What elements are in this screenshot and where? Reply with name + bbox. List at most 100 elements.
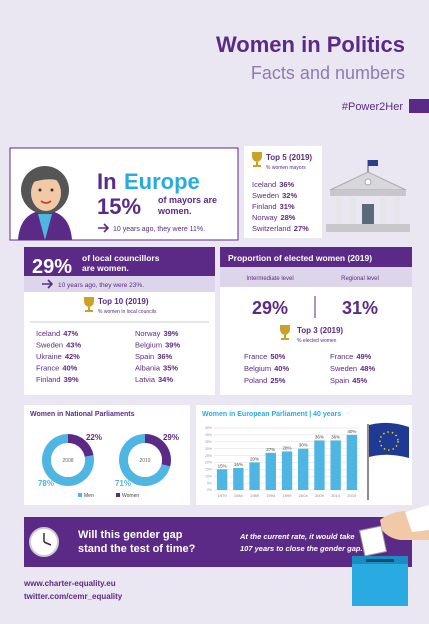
- x-tick-label: 1989: [250, 493, 260, 498]
- chart-title: Women in National Parliaments: [30, 411, 135, 418]
- value: 43%: [66, 341, 81, 350]
- councillors-note-band: [24, 276, 215, 292]
- value-label: 40%: [347, 429, 356, 434]
- y-tick-label: 15%: [205, 468, 212, 472]
- country: Sweden: [252, 191, 279, 200]
- arrow: [42, 279, 54, 289]
- label: women.: [157, 206, 192, 216]
- top10-item: Belgium 39%: [135, 341, 180, 350]
- top5-item: Finland 31%: [252, 202, 295, 211]
- donut-hole: [51, 443, 85, 477]
- top10-item: Spain 36%: [135, 352, 173, 361]
- country: Iceland: [252, 180, 276, 189]
- value: 45%: [352, 376, 367, 385]
- top3-subtitle: % elected women: [297, 338, 337, 344]
- elected-level-band: [220, 267, 412, 287]
- ballot-box-illustration: [352, 505, 429, 606]
- trophy: [84, 297, 94, 312]
- x-tick-label: 2019: [347, 493, 357, 498]
- building-illustration: [326, 160, 410, 232]
- value-label: 16%: [234, 462, 243, 467]
- value-label: 28%: [282, 445, 291, 450]
- top3-item: Spain 45%: [330, 376, 368, 385]
- question: Will this gender gap: [78, 529, 183, 541]
- donut-hole: [128, 443, 162, 477]
- top5-item: Norway 28%: [252, 213, 296, 222]
- country: Latvia: [135, 375, 156, 384]
- value: 39%: [64, 375, 79, 384]
- x-tick-label: 2009: [315, 493, 325, 498]
- value: 50%: [270, 352, 285, 361]
- country: Norway: [135, 329, 161, 338]
- bar: [346, 434, 358, 490]
- country: Norway: [252, 213, 278, 222]
- answer: At the current rate, it would take: [239, 532, 355, 541]
- top5-subtitle: % women mayors: [266, 165, 306, 171]
- value: 34%: [158, 375, 173, 384]
- level-label: Intermediate level: [246, 276, 293, 282]
- top10-item: Albania 35%: [135, 364, 178, 373]
- legend-label: Men: [84, 493, 94, 499]
- hashtag-bar: [409, 99, 429, 113]
- value: 35%: [163, 364, 178, 373]
- y-tick-label: 10%: [205, 474, 212, 478]
- value: 36%: [279, 180, 294, 189]
- x-tick-label: 2004: [299, 493, 309, 498]
- donut-segment: [145, 434, 171, 467]
- top10-subtitle: % women in local councils: [98, 309, 157, 315]
- top3-item: Belgium 40%: [244, 364, 289, 373]
- x-tick-label: 2014: [331, 493, 341, 498]
- country: Belgium: [135, 341, 162, 350]
- value-label: 71%: [115, 479, 131, 488]
- woman-illustration: [18, 166, 72, 240]
- country: Iceland: [36, 329, 60, 338]
- country: France: [330, 352, 353, 361]
- y-tick-label: 20%: [205, 461, 212, 465]
- value-label: 78%: [38, 479, 54, 488]
- x-tick-label: 1984: [234, 493, 244, 498]
- donut-segment: [119, 434, 171, 487]
- link: twitter.com/cemr_equality: [24, 592, 123, 601]
- country: France: [244, 352, 267, 361]
- y-tick-label: 35%: [205, 440, 212, 444]
- x-tick-label: 1994: [266, 493, 276, 498]
- value-label: 29%: [163, 433, 179, 442]
- value-label: 20%: [250, 456, 259, 461]
- y-tick-label: 40%: [205, 433, 212, 437]
- top3-item: Poland 25%: [244, 376, 286, 385]
- top10-item: Ukraine 42%: [36, 352, 80, 361]
- y-tick-label: 30%: [205, 447, 212, 451]
- clock-icon: [29, 527, 59, 557]
- top3-title: Top 3 (2019): [297, 326, 343, 335]
- value: 40%: [274, 364, 289, 373]
- value: 47%: [63, 329, 78, 338]
- bar: [330, 440, 341, 490]
- value-label: 36%: [331, 434, 340, 439]
- x-tick-label: 1999: [283, 493, 293, 498]
- footer-band: [24, 517, 412, 567]
- value: 28%: [280, 213, 295, 222]
- country: Spain: [330, 376, 349, 385]
- donut-label: 2008: [62, 458, 73, 464]
- label: of local councillors: [82, 253, 160, 263]
- title: Women in Politics: [216, 32, 405, 57]
- value: 25%: [270, 376, 285, 385]
- bar: [249, 462, 260, 490]
- top10-item: Iceland 47%: [36, 329, 79, 338]
- chart-title: Women in European Parliament | 40 years: [202, 411, 341, 418]
- country: Belgium: [244, 364, 271, 373]
- country: Finland: [36, 375, 61, 384]
- y-tick-label: 45%: [205, 426, 212, 430]
- country: Poland: [244, 376, 267, 385]
- value: 40%: [62, 364, 77, 373]
- note: 10 years ago, they were 11%.: [113, 226, 205, 233]
- label: of mayors are: [158, 195, 217, 205]
- percent: 15%: [97, 194, 141, 219]
- value: 32%: [282, 191, 297, 200]
- level-label: Regional level: [341, 276, 379, 282]
- trophy: [252, 152, 262, 167]
- y-tick-label: 0%: [207, 488, 212, 492]
- country: Ukraine: [36, 352, 62, 361]
